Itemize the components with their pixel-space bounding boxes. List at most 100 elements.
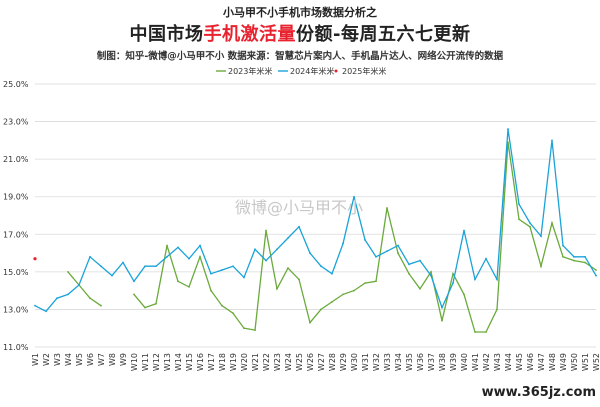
data-point [243,327,245,330]
data-point [408,263,410,266]
series-line [67,271,102,307]
data-point [100,265,102,268]
x-tick-label: W18 [218,353,227,371]
x-tick-label: W31 [361,353,370,371]
data-point [177,280,179,283]
data-point [166,244,168,247]
data-point [155,265,157,268]
data-point [507,128,509,130]
data-point [298,278,300,281]
x-tick-label: W28 [328,353,337,371]
x-tick-label: W39 [449,353,458,371]
data-point [375,255,377,258]
data-point [221,304,223,307]
data-point [276,248,278,251]
data-point [89,297,91,300]
data-point [573,259,575,262]
data-point [518,203,520,206]
x-tick-label: W33 [383,353,392,371]
data-point [33,257,37,261]
data-point [320,308,322,311]
data-point [298,225,300,228]
data-point [155,302,157,305]
site-watermark: www.365jz.com [482,385,596,400]
data-point [133,280,135,283]
x-tick-label: W10 [130,353,139,371]
legend-label: 2024年米米 [290,66,334,76]
x-tick-label: W35 [405,353,414,371]
data-point [56,297,58,300]
data-point [34,304,36,307]
data-point [221,269,223,271]
x-tick-label: W37 [427,353,436,371]
data-point [452,282,454,285]
x-tick-label: W16 [196,353,205,371]
x-tick-label: W44 [504,353,513,371]
x-axis-ticks: W1 W2 W3 W4 W5 W6 W7 W8 W9 W10 W11 W12 W13 W14 W15 W16 W… [31,353,600,371]
x-tick-label: W25 [295,353,304,371]
x-tick-label: W5 [75,353,84,366]
data-point [265,229,267,232]
x-tick-label: W11 [141,353,150,371]
grid-lines [35,83,596,348]
y-tick-label: 13.0% [3,305,29,314]
title-highlight: 手机激活量 [203,24,296,45]
data-point [397,244,399,247]
data-point [309,321,311,324]
legend: 2023年米米 2024年米米 2025年米米 [216,66,386,76]
data-point [518,218,520,221]
x-tick-label: W32 [372,353,381,371]
x-tick-label: W3 [53,353,62,366]
data-point [474,331,476,333]
x-tick-label: W45 [515,353,524,371]
x-tick-label: W15 [185,353,194,371]
data-point [540,235,542,238]
chart-credit: 制图：知乎-微博@小马甲不小 数据来源：智慧芯片案内人、手机晶片达人、网络公开流… [96,51,504,62]
x-tick-label: W29 [339,353,348,371]
chart-title: 中国市场手机激活量份额-每周五六七更新 [0,20,600,46]
data-point [188,285,190,288]
data-point [188,257,190,260]
data-point [45,310,47,313]
data-point [276,287,278,290]
data-point [529,222,531,224]
data-point [177,246,179,249]
x-tick-label: W6 [86,353,95,366]
data-point [595,274,597,277]
data-point [529,225,531,228]
x-tick-label: W49 [559,353,568,371]
data-point [166,255,168,258]
data-point [287,267,289,269]
x-tick-label: W46 [526,353,535,371]
data-point [111,274,113,277]
y-tick-label: 21.0% [3,155,29,164]
data-point [342,293,344,296]
data-point [463,229,465,232]
data-point [144,265,146,268]
data-point [309,252,311,254]
y-tick-label: 11.0% [3,343,29,352]
x-tick-label: W43 [493,353,502,371]
data-point [496,308,498,311]
series-title: 小马甲不小手机市场数据分析之 [223,6,377,19]
data-point [320,265,322,268]
data-point [199,244,201,247]
data-point [408,272,410,275]
data-point [254,248,256,251]
data-point [232,265,234,268]
data-point [287,237,289,239]
data-point [496,278,498,281]
data-point [254,329,256,331]
x-tick-label: W21 [251,353,260,371]
x-tick-label: W36 [416,353,425,371]
x-tick-label: W13 [163,353,172,371]
title-part1: 中国市场 [129,24,204,45]
x-tick-label: W38 [438,353,447,371]
x-tick-label: W48 [548,353,557,371]
data-point [386,207,388,209]
x-tick-label: W40 [460,353,469,371]
data-point [540,265,542,268]
x-tick-label: W8 [108,353,117,366]
x-tick-label: W23 [273,353,282,371]
data-point [133,293,135,296]
